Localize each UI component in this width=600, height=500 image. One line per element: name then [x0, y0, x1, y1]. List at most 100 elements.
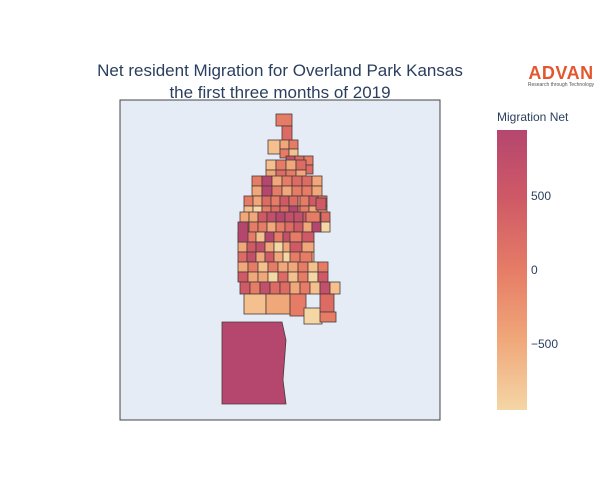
census-tract[interactable] [303, 307, 323, 325]
census-tract[interactable] [248, 221, 259, 233]
census-tract[interactable] [246, 241, 257, 253]
census-tract[interactable] [273, 241, 284, 253]
census-tract[interactable] [261, 175, 273, 187]
census-tract[interactable] [275, 113, 293, 127]
census-tract[interactable] [307, 261, 319, 273]
census-tract[interactable] [279, 195, 290, 207]
census-tract[interactable] [271, 175, 283, 187]
census-tract[interactable] [251, 185, 263, 197]
census-tract[interactable] [251, 175, 263, 187]
census-tract[interactable] [305, 211, 321, 223]
census-tract[interactable] [252, 195, 263, 207]
colorbar-gradient[interactable] [497, 130, 527, 410]
census-tract[interactable] [329, 281, 341, 295]
census-tract[interactable] [299, 281, 311, 295]
census-tract[interactable] [255, 231, 266, 243]
census-tract[interactable] [267, 271, 279, 283]
census-tract[interactable] [247, 271, 259, 283]
census-tract[interactable] [289, 293, 307, 317]
census-tract[interactable] [259, 281, 271, 295]
census-tract[interactable] [257, 221, 268, 233]
census-tract[interactable] [237, 271, 249, 283]
census-tract[interactable] [319, 311, 337, 323]
census-tract[interactable] [267, 261, 279, 273]
census-tract[interactable] [307, 271, 319, 283]
census-tract[interactable] [237, 251, 248, 263]
census-tract[interactable] [301, 185, 313, 197]
census-tract[interactable] [293, 221, 304, 233]
census-tract[interactable] [287, 271, 299, 283]
census-tract[interactable] [273, 251, 284, 263]
census-tract[interactable] [265, 159, 277, 171]
census-tract[interactable] [309, 281, 321, 295]
census-tract[interactable] [319, 293, 335, 313]
census-tract[interactable] [249, 281, 261, 295]
census-tract[interactable] [320, 211, 331, 223]
census-tract[interactable] [281, 185, 293, 197]
census-tract[interactable] [237, 221, 249, 243]
census-tract[interactable] [284, 211, 295, 223]
census-tract[interactable] [247, 261, 259, 273]
census-tract[interactable] [291, 175, 303, 187]
census-tract[interactable] [266, 211, 277, 223]
census-tract[interactable] [311, 185, 323, 197]
census-tract[interactable] [288, 195, 299, 207]
census-tract[interactable] [295, 159, 307, 171]
census-tract[interactable] [297, 271, 309, 283]
census-tract[interactable] [317, 271, 329, 283]
census-tract[interactable] [277, 261, 289, 273]
census-tract[interactable] [301, 175, 313, 187]
census-tract[interactable] [279, 281, 291, 295]
census-tract[interactable] [275, 211, 286, 223]
census-tract[interactable] [255, 241, 266, 253]
census-tract[interactable] [299, 251, 313, 263]
census-tract[interactable] [311, 175, 323, 187]
census-tract[interactable] [288, 139, 299, 150]
census-tract[interactable] [257, 271, 269, 283]
census-tract[interactable] [264, 231, 275, 243]
census-tract[interactable] [285, 159, 297, 171]
census-tract[interactable] [237, 261, 249, 273]
census-tract[interactable] [237, 241, 248, 253]
census-tract[interactable] [271, 185, 283, 197]
census-tract[interactable] [320, 221, 331, 233]
census-tract[interactable] [301, 241, 315, 253]
census-tract[interactable] [243, 195, 254, 207]
census-tract[interactable] [279, 139, 290, 150]
census-tract[interactable] [243, 293, 267, 315]
census-tract[interactable] [281, 175, 293, 187]
census-tract[interactable] [291, 185, 303, 197]
census-tract[interactable] [301, 231, 315, 243]
census-tract[interactable] [273, 231, 284, 243]
census-tract[interactable] [239, 281, 251, 295]
census-tract[interactable] [277, 271, 289, 283]
census-tract[interactable] [289, 241, 303, 253]
census-tract[interactable] [315, 197, 327, 211]
census-tract[interactable] [266, 221, 277, 233]
census-tract[interactable] [302, 221, 313, 233]
census-tract[interactable] [246, 251, 257, 263]
census-tract[interactable] [257, 211, 268, 223]
census-tract[interactable] [275, 221, 286, 233]
census-tract[interactable] [311, 221, 322, 233]
census-tract[interactable] [264, 241, 275, 253]
census-tract[interactable] [257, 261, 269, 273]
census-tract[interactable] [289, 231, 303, 243]
census-tract[interactable] [319, 281, 331, 295]
census-tract[interactable] [239, 211, 250, 223]
census-tract[interactable] [248, 211, 259, 223]
census-tract[interactable] [297, 261, 309, 273]
census-tract-large[interactable] [221, 321, 287, 405]
census-tract[interactable] [287, 261, 299, 273]
census-tract[interactable] [270, 195, 281, 207]
census-tract[interactable] [261, 195, 272, 207]
census-tract[interactable] [284, 221, 295, 233]
census-tract[interactable] [317, 261, 329, 273]
census-tract[interactable] [267, 139, 281, 155]
census-tract[interactable] [275, 159, 287, 171]
census-tract[interactable] [289, 281, 301, 295]
census-tract[interactable] [264, 251, 275, 263]
census-tract[interactable] [269, 281, 281, 295]
census-tract[interactable] [293, 211, 304, 223]
census-tract[interactable] [255, 251, 266, 263]
